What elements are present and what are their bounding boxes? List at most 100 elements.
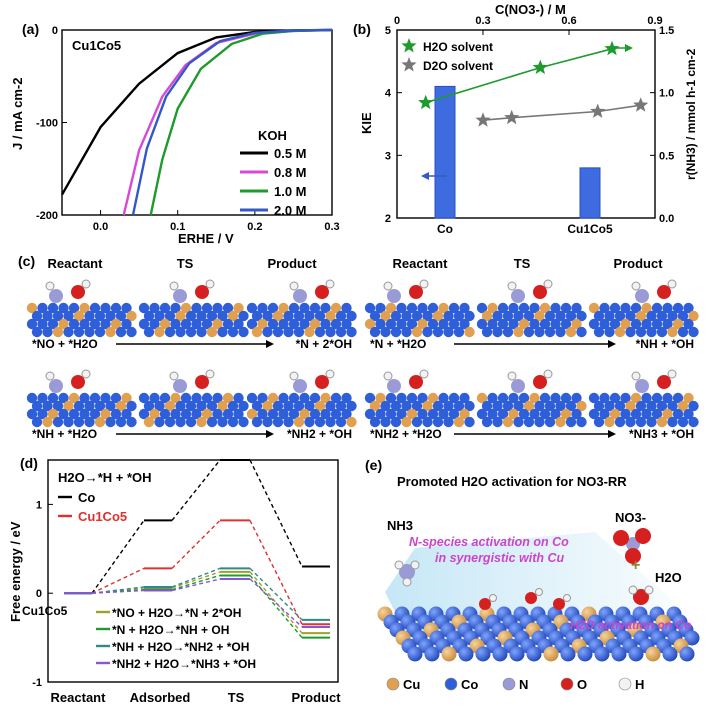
b-toptick-label: 0.3 [475, 15, 490, 27]
c-slab-atom [278, 408, 289, 420]
c-slab-snapshot [26, 279, 137, 338]
c-slab-atom [170, 318, 181, 330]
c-adsorbate-h [507, 371, 517, 381]
c-slab-atom [614, 310, 626, 322]
c-slab-atom [201, 318, 213, 330]
c-slab-atom [427, 408, 439, 420]
c-slab-atom [159, 302, 171, 314]
c-slab-atom [508, 408, 519, 420]
e-adsorbed-o [479, 598, 491, 610]
c-slab-atom [115, 310, 127, 322]
panel-e-label: (e) [365, 457, 382, 473]
c-slab-atom [432, 416, 444, 428]
c-slab-atom [688, 310, 699, 322]
c-adsorbate-h [383, 281, 393, 291]
c-slab-atom [42, 416, 53, 428]
c-slab-atom [593, 400, 605, 412]
c-slab-atom [149, 408, 160, 420]
c-slab-atom [110, 392, 122, 404]
c-slab-atom [544, 400, 556, 412]
c-slab-atom [390, 310, 402, 322]
panel-d-ticks: -1 0 1 Reactant Adsorbed TS Product [32, 499, 341, 705]
c-slab-atom [26, 302, 38, 314]
c-slab-atom [593, 416, 605, 428]
c-slab-atom [641, 392, 652, 404]
c-slab-atom [180, 392, 192, 404]
c-step-product: *NH + *OH [636, 337, 694, 351]
c-slab-atom [238, 310, 249, 322]
panel-c-label: (c) [18, 253, 35, 269]
c-slab-atom [126, 326, 137, 338]
c-slab-atom [185, 400, 197, 412]
c-slab-atom [453, 310, 465, 322]
c-slab-atom [320, 318, 331, 330]
c-slab-atom [364, 318, 376, 330]
c-slab-atom [385, 392, 397, 404]
c-slab-atom [73, 326, 85, 338]
c-slab-atom [126, 400, 137, 412]
c-slab-atom [84, 416, 95, 428]
c-slab-atom [154, 326, 165, 338]
c-slab-atom [571, 392, 582, 404]
panel-e-no3-label: NO3- [615, 510, 646, 525]
e-co-atom [594, 646, 610, 662]
c-slab-atom [401, 416, 412, 428]
c-slab-atom [523, 400, 535, 412]
c-slab-atom [191, 408, 202, 420]
c-slab-atom [222, 408, 234, 420]
c-slab-atom [89, 318, 101, 330]
c-slab-atom [304, 416, 315, 428]
c-slab-atom [26, 318, 38, 330]
c-slab-atom [560, 392, 572, 404]
c-slab-atom [438, 392, 449, 404]
c-slab-atom [314, 416, 326, 428]
c-slab-atom [550, 408, 561, 420]
c-slab-atom [401, 310, 412, 322]
panel-d-paths [64, 459, 330, 639]
c-slab-atom [278, 392, 289, 404]
c-adsorbate-n [173, 379, 187, 393]
c-slab-atom [565, 310, 577, 322]
c-slab-atom [497, 318, 509, 330]
c-slab-atom [335, 326, 347, 338]
c-adsorbate-n [49, 379, 63, 393]
c-slab-snapshot [588, 279, 699, 338]
c-slab-atom [251, 310, 263, 322]
c-slab-atom [143, 400, 155, 412]
d-connector [249, 459, 303, 567]
b-star-point [418, 94, 434, 110]
c-slab-snapshot [138, 369, 249, 428]
c-adsorbate-o [657, 285, 671, 299]
panel-a-ylabel: J / mA cm-2 [10, 78, 25, 151]
c-slab-atom [427, 302, 439, 314]
c-slab-atom [534, 326, 545, 338]
c-slab-atom [26, 408, 38, 420]
c-step-product: *NH3 + *OH [629, 427, 694, 441]
c-slab-atom [309, 318, 321, 330]
c-slab-atom [110, 318, 122, 330]
c-slab-atom [688, 400, 699, 412]
c-slab-atom [604, 310, 615, 322]
c-slab-snapshot [476, 279, 587, 338]
e-adsorbed-h [489, 594, 497, 602]
e-legend-dot [618, 677, 632, 691]
c-adsorbate-h [543, 279, 553, 289]
c-header-label: TS [177, 256, 194, 271]
c-slab-atom [309, 408, 321, 420]
d-connector [249, 578, 303, 628]
c-slab-atom [411, 326, 423, 338]
c-slab-atom [406, 408, 418, 420]
c-slab-atom [497, 392, 509, 404]
c-slab-atom [560, 318, 572, 330]
b-rtick-label: 0.0 [659, 213, 674, 225]
c-slab-atom [390, 416, 402, 428]
e-legend-label: Co [461, 677, 478, 692]
e-co-atom [577, 646, 593, 662]
c-slab-atom [588, 318, 600, 330]
c-slab-atom [26, 392, 38, 404]
c-slab-atom [487, 318, 498, 330]
c-slab-atom [94, 400, 106, 412]
c-slab-atom [335, 310, 347, 322]
c-slab-atom [396, 408, 407, 420]
d-connector [171, 459, 221, 521]
